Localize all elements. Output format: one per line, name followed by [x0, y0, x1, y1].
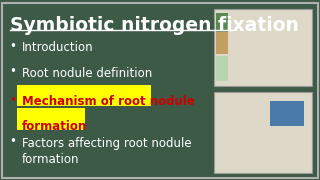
- FancyBboxPatch shape: [216, 56, 228, 81]
- Text: Factors affecting root nodule
formation: Factors affecting root nodule formation: [22, 137, 191, 166]
- Text: formation: formation: [22, 120, 87, 133]
- FancyBboxPatch shape: [214, 9, 312, 86]
- FancyBboxPatch shape: [214, 92, 312, 173]
- Text: •: •: [10, 65, 16, 78]
- Text: Root nodule definition: Root nodule definition: [22, 67, 152, 80]
- FancyBboxPatch shape: [17, 85, 151, 106]
- FancyBboxPatch shape: [216, 32, 228, 54]
- Text: •: •: [10, 135, 16, 148]
- Text: •: •: [10, 40, 16, 53]
- FancyBboxPatch shape: [216, 13, 228, 32]
- Text: Mechanism of root nodule: Mechanism of root nodule: [22, 95, 195, 108]
- Text: •: •: [10, 94, 16, 107]
- Text: Symbiotic nitrogen fixation: Symbiotic nitrogen fixation: [10, 16, 299, 35]
- FancyBboxPatch shape: [17, 108, 85, 130]
- FancyBboxPatch shape: [270, 101, 304, 126]
- Text: Introduction: Introduction: [22, 41, 93, 54]
